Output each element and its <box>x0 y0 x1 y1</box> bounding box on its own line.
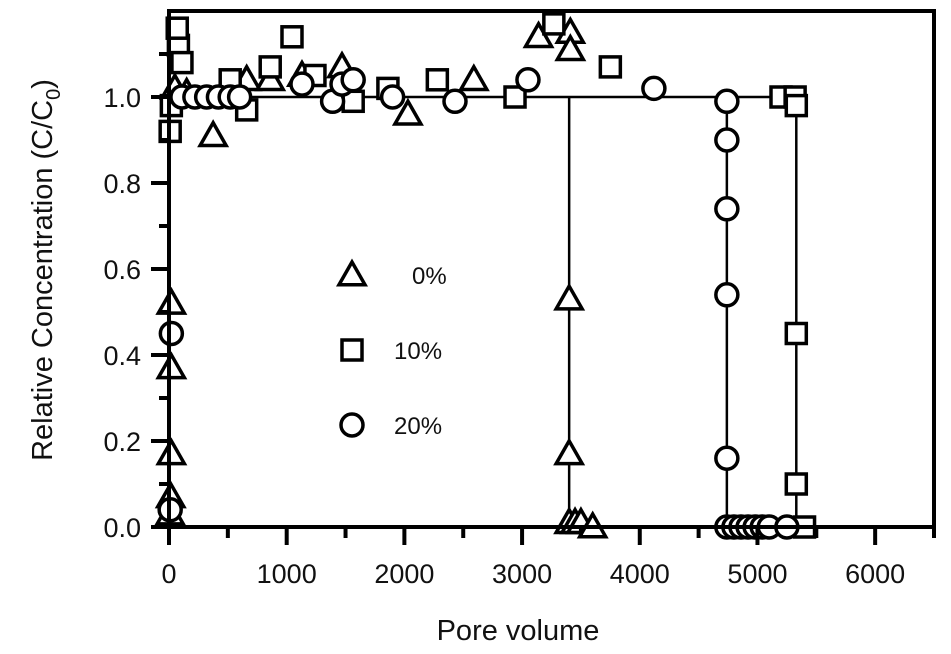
x-tick-label: 3000 <box>492 559 552 589</box>
data-point-triangle <box>155 286 188 315</box>
y-tick-label: 0.4 <box>103 341 141 371</box>
data-point-square <box>258 55 282 79</box>
data-point-circle <box>289 71 315 97</box>
data-point-triangle <box>155 351 188 380</box>
data-point-circle <box>158 320 185 347</box>
y-tick-label: 1.0 <box>103 83 141 113</box>
legend-square-icon <box>340 338 364 362</box>
data-point-triangle <box>553 437 586 466</box>
data-point-circle <box>442 88 468 115</box>
data-point-circle <box>340 67 366 93</box>
x-tick-label: 4000 <box>610 559 670 589</box>
data-point-triangle <box>553 282 586 311</box>
y-tick-label: 0.8 <box>103 169 141 199</box>
data-point-square <box>784 472 809 496</box>
legend-triangle-icon <box>335 258 369 287</box>
data-point-square <box>425 68 450 92</box>
data-point-circle <box>226 84 253 110</box>
y-axis-label: Relative Concentration (C/C0) <box>27 79 65 461</box>
data-point-circle <box>714 88 740 115</box>
legend-label: 20% <box>394 413 442 440</box>
data-point-square <box>784 93 809 118</box>
x-tick-label: 6000 <box>845 559 905 589</box>
y-tick-label: 0.2 <box>103 427 141 457</box>
data-point-square <box>542 12 566 36</box>
data-point-square <box>598 55 623 79</box>
data-point-triangle <box>155 437 188 466</box>
legend-label: 0% <box>412 263 447 290</box>
x-tick-label: 2000 <box>374 559 434 589</box>
data-point-square <box>170 50 194 75</box>
legend-circle-icon <box>339 412 365 438</box>
x-tick-label: 0 <box>161 559 176 589</box>
data-point-circle <box>515 67 541 93</box>
data-point-circle <box>714 445 740 471</box>
data-point-triangle <box>197 119 230 148</box>
data-point-circle <box>714 196 740 222</box>
data-point-square <box>503 85 527 109</box>
x-tick-label: 1000 <box>257 559 317 589</box>
plot-marks <box>154 12 817 540</box>
data-point-circle <box>714 282 740 308</box>
x-tick-label: 5000 <box>727 559 787 589</box>
data-point-square <box>280 25 304 49</box>
data-point-triangle <box>391 97 424 126</box>
y-tick-label: 0.6 <box>103 255 141 285</box>
data-point-circle <box>714 127 740 153</box>
legend: 0% 10% 20% <box>335 258 447 440</box>
data-point-circle <box>641 75 667 102</box>
axes: 0 1000 2000 3000 4000 5000 6000 0.0 0.2 0.4 0.6 0.8… <box>103 9 936 589</box>
data-point-triangle <box>554 33 587 62</box>
data-point-circle <box>379 84 406 110</box>
data-point-square <box>784 321 809 346</box>
x-axis-label: Pore volume <box>437 615 600 647</box>
y-tick-label: 0.0 <box>103 513 141 543</box>
legend-label: 10% <box>394 338 442 365</box>
data-point-triangle <box>457 63 490 92</box>
